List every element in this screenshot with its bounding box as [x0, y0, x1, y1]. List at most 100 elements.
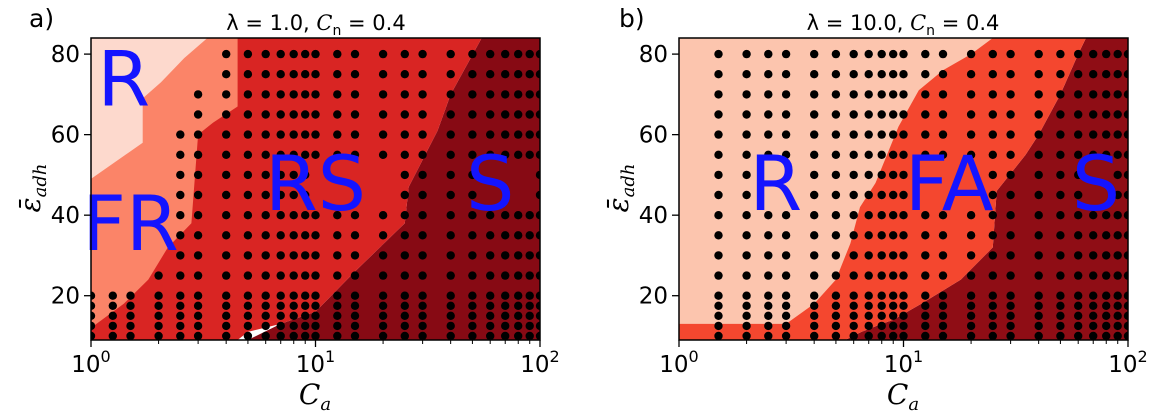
sample-point [311, 321, 320, 331]
sample-point [899, 251, 908, 260]
sample-point [714, 291, 723, 300]
sample-point [400, 90, 409, 99]
sample-point [514, 301, 523, 310]
sample-point [938, 311, 948, 320]
sample-point [289, 231, 298, 240]
sample-point [193, 311, 203, 320]
sample-point [446, 110, 455, 119]
sample-point [1102, 110, 1111, 119]
sample-point [899, 311, 908, 320]
sample-point [889, 130, 898, 139]
sample-point [764, 211, 773, 220]
sample-point [921, 291, 930, 300]
sample-point [899, 70, 908, 79]
x-tick-label: 101 [296, 347, 335, 378]
sample-point [243, 271, 253, 280]
sample-point [938, 70, 948, 79]
sample-point [899, 231, 908, 240]
sample-point [1056, 271, 1065, 280]
sample-point [849, 331, 858, 340]
sample-point [311, 251, 320, 260]
sample-point [261, 190, 270, 200]
sample-point [899, 150, 908, 159]
sample-point [1034, 211, 1043, 220]
sample-point [468, 301, 477, 310]
sample-point [877, 271, 886, 280]
sample-point [810, 301, 819, 310]
sample-point [311, 231, 320, 240]
sample-point [222, 90, 231, 99]
sample-point [176, 231, 185, 240]
sample-point [222, 211, 231, 220]
sample-point [176, 311, 185, 320]
sample-point [333, 301, 342, 310]
sample-point [1006, 271, 1015, 280]
sample-point [1089, 150, 1098, 159]
sample-point [1123, 110, 1128, 119]
sample-point [864, 110, 873, 119]
sample-point [514, 70, 523, 79]
sample-point [91, 301, 96, 310]
sample-point [1034, 331, 1043, 340]
sample-point [486, 49, 495, 59]
sample-point [781, 301, 791, 310]
sample-point [831, 301, 841, 310]
sample-point [501, 211, 510, 220]
sample-point [222, 70, 231, 79]
sample-point [486, 211, 495, 220]
sample-point [966, 211, 976, 220]
sample-point [1034, 49, 1043, 59]
sample-point [243, 130, 253, 139]
sample-point [864, 331, 873, 340]
region-label: FR [82, 179, 179, 268]
sample-point [222, 251, 231, 260]
sample-point [742, 231, 751, 240]
sample-point [301, 170, 310, 180]
sample-point [742, 90, 751, 99]
sample-point [486, 251, 495, 260]
sample-point [714, 49, 723, 59]
sample-point [193, 271, 203, 280]
sample-point [514, 90, 523, 99]
sample-point [222, 321, 231, 331]
sample-point [889, 150, 898, 159]
sample-point [400, 170, 409, 180]
sample-point [222, 301, 231, 310]
sample-point [261, 331, 270, 340]
sample-point [1102, 90, 1111, 99]
sample-point [91, 321, 96, 331]
sample-point [468, 251, 477, 260]
sample-point [1102, 311, 1111, 320]
sample-point [988, 211, 997, 220]
sample-point [276, 311, 285, 320]
sample-point [1123, 70, 1128, 79]
sample-point [1074, 110, 1083, 119]
sample-point [1113, 311, 1122, 320]
sample-point [301, 211, 310, 220]
sample-point [535, 130, 540, 139]
x-axis-title: Ca [299, 378, 331, 415]
sample-point [849, 251, 858, 260]
sample-point [864, 130, 873, 139]
sample-point [289, 331, 298, 340]
sample-point [378, 49, 388, 59]
sample-point [468, 271, 477, 280]
x-tick-label: 100 [71, 347, 110, 378]
sample-point [514, 231, 523, 240]
sample-point [243, 301, 253, 310]
sample-point [289, 150, 298, 159]
sample-point [311, 311, 320, 320]
sample-point [742, 291, 751, 300]
sample-point [988, 170, 997, 180]
sample-point [889, 331, 898, 340]
sample-point [243, 321, 253, 331]
sample-point [921, 110, 930, 119]
sample-point [877, 301, 886, 310]
sample-point [1034, 90, 1043, 99]
sample-point [486, 311, 495, 320]
sample-point [333, 211, 342, 220]
sample-point [1006, 70, 1015, 79]
sample-point [1006, 321, 1015, 331]
sample-point [1123, 130, 1128, 139]
sample-point [864, 190, 873, 200]
